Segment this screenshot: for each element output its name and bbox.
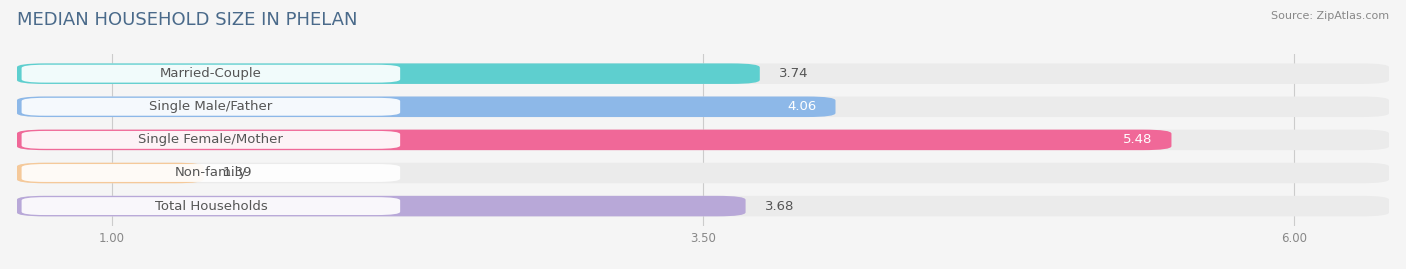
FancyBboxPatch shape [17,196,1389,216]
FancyBboxPatch shape [21,65,401,83]
FancyBboxPatch shape [21,164,401,182]
FancyBboxPatch shape [17,163,204,183]
Text: MEDIAN HOUSEHOLD SIZE IN PHELAN: MEDIAN HOUSEHOLD SIZE IN PHELAN [17,11,357,29]
FancyBboxPatch shape [21,131,401,149]
FancyBboxPatch shape [17,63,759,84]
Text: Single Female/Mother: Single Female/Mother [138,133,284,146]
Text: 3.68: 3.68 [765,200,794,213]
Text: 1.39: 1.39 [222,167,252,179]
Text: Single Male/Father: Single Male/Father [149,100,273,113]
FancyBboxPatch shape [17,63,1389,84]
Text: Total Households: Total Households [155,200,267,213]
FancyBboxPatch shape [17,130,1389,150]
Text: Married-Couple: Married-Couple [160,67,262,80]
Text: Non-family: Non-family [174,167,247,179]
Text: 5.48: 5.48 [1123,133,1153,146]
FancyBboxPatch shape [21,98,401,116]
Text: Source: ZipAtlas.com: Source: ZipAtlas.com [1271,11,1389,21]
Text: 4.06: 4.06 [787,100,817,113]
Text: 3.74: 3.74 [779,67,808,80]
FancyBboxPatch shape [21,197,401,215]
FancyBboxPatch shape [17,97,835,117]
FancyBboxPatch shape [17,196,745,216]
FancyBboxPatch shape [17,130,1171,150]
FancyBboxPatch shape [17,97,1389,117]
FancyBboxPatch shape [17,163,1389,183]
